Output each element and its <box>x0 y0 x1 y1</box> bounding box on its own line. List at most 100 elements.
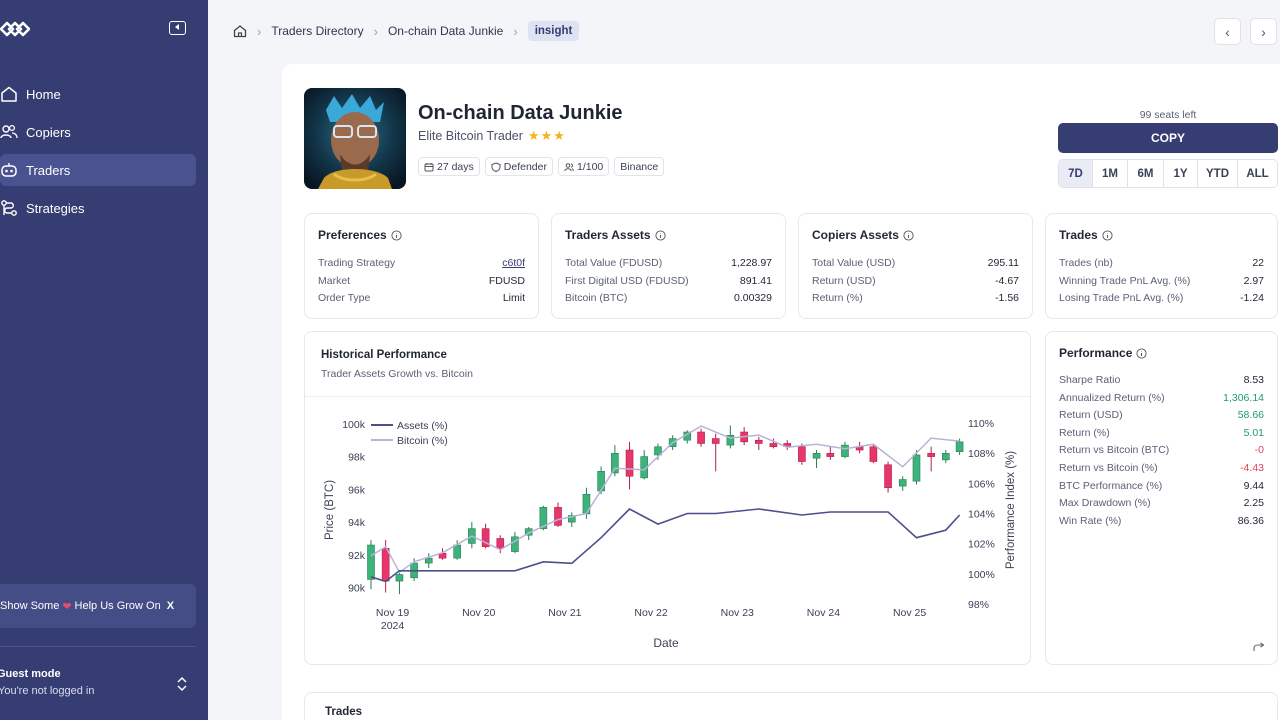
heart-icon: ❤ <box>62 600 72 613</box>
kv-row: Order Type Limit <box>318 292 525 304</box>
strategy-link[interactable]: c6t0f <box>502 257 525 269</box>
chevron-right-icon: › <box>1261 23 1266 40</box>
bitcoin-series-line <box>370 425 960 574</box>
style-badge: Defender <box>484 157 553 176</box>
x-tick-label: Nov 19 <box>376 607 409 619</box>
kv-key: Return (USD) <box>1059 409 1123 422</box>
x-tick-label: Nov 23 <box>721 607 754 619</box>
kv-value: 22 <box>1252 257 1264 269</box>
home-icon[interactable] <box>233 24 247 38</box>
days-badge-label: 27 days <box>437 160 474 173</box>
support-banner-text-2: Help Us Grow On <box>74 600 161 612</box>
kv-row: Losing Trade PnL Avg. (%) -1.24 <box>1059 292 1264 304</box>
kv-value: 2.25 <box>1243 497 1264 510</box>
kv-key: Return vs Bitcoin (BTC) <box>1059 444 1170 457</box>
kv-row: Win Rate (%) 86.36 <box>1059 515 1264 527</box>
kv-value: Limit <box>502 292 525 304</box>
period-ytd[interactable]: YTD <box>1198 160 1238 187</box>
kv-value: 86.36 <box>1237 514 1264 527</box>
account-menu[interactable]: Guest mode You're not logged in <box>0 668 196 697</box>
copy-button[interactable]: COPY <box>1058 123 1278 153</box>
info-icon[interactable] <box>903 229 914 241</box>
period-7d[interactable]: 7D <box>1059 160 1093 187</box>
kv-value: -1.56 <box>995 292 1019 304</box>
period-1m[interactable]: 1M <box>1093 160 1128 187</box>
info-icon[interactable] <box>655 229 666 241</box>
kv-key: Losing Trade PnL Avg. (%) <box>1059 292 1184 304</box>
kv-value: 0.00329 <box>734 292 772 304</box>
sidebar-item-home[interactable]: Home <box>0 78 196 110</box>
kv-key: Sharpe Ratio <box>1059 374 1121 386</box>
kv-value: 58.66 <box>1237 409 1264 422</box>
kv-row: First Digital USD (FDUSD) 891.41 <box>565 275 772 287</box>
y-right-tick-label: 104% <box>968 509 995 521</box>
kv-value: 5.01 <box>1243 426 1264 439</box>
y-left-tick-label: 96k <box>348 484 366 496</box>
kv-row: Total Value (FDUSD) 1,228.97 <box>565 257 772 269</box>
trades-stats-title: Trades <box>1059 228 1113 242</box>
info-icon[interactable] <box>391 229 402 241</box>
candle-body <box>912 454 921 482</box>
star-rating-icon: ★★★ <box>527 128 566 143</box>
performance-title: Performance <box>1059 346 1147 360</box>
support-banner[interactable]: Show Some ❤ Help Us Grow On X <box>0 584 196 628</box>
next-page-button[interactable]: › <box>1250 18 1277 45</box>
logo-icon[interactable] <box>0 20 30 38</box>
kv-key: Winning Trade PnL Avg. (%) <box>1059 275 1191 287</box>
kv-row: Market FDUSD <box>318 275 525 287</box>
kv-value: 9.44 <box>1243 479 1264 492</box>
collapse-sidebar-icon[interactable] <box>169 21 186 35</box>
share-icon[interactable] <box>1253 642 1265 652</box>
chevron-right-icon: › <box>257 23 262 39</box>
candle-body <box>798 446 806 462</box>
chevron-up-down-icon[interactable] <box>176 676 188 692</box>
kv-key: Total Value (USD) <box>812 257 896 269</box>
kv-row: Max Drawdown (%) 2.25 <box>1059 497 1264 509</box>
candle-body <box>841 444 849 457</box>
home-icon <box>1 86 17 102</box>
info-icon[interactable] <box>1136 347 1147 359</box>
candle-body <box>769 443 778 448</box>
period-6m[interactable]: 6M <box>1128 160 1164 187</box>
candle-body <box>654 446 662 456</box>
x-sub-tick-label: 2024 <box>381 620 405 632</box>
traders-assets-title-text: Traders Assets <box>565 228 651 242</box>
kv-row: Trades (nb) 22 <box>1059 257 1264 269</box>
period-all[interactable]: ALL <box>1238 160 1277 187</box>
kv-key: Trading Strategy <box>318 257 396 269</box>
copiers-badge: 1/100 <box>557 157 610 176</box>
kv-row: Return (USD) 58.66 <box>1059 409 1264 421</box>
period-1y[interactable]: 1Y <box>1164 160 1198 187</box>
support-banner-text: Show Some <box>0 600 60 612</box>
chevron-left-icon: ‹ <box>1225 23 1230 40</box>
candle-body <box>367 544 375 580</box>
kv-key: Return (%) <box>812 292 863 304</box>
breadcrumb-trader[interactable]: On-chain Data Junkie <box>387 24 504 38</box>
performance-chart[interactable]: 90k 92k 94k 96k 98k 100k 98% 100% 102% 104% 106% 10… <box>305 332 1032 666</box>
trader-subtitle: Elite Bitcoin Trader <box>418 129 523 143</box>
candle-body <box>697 431 705 444</box>
breadcrumb-traders-directory[interactable]: Traders Directory <box>271 24 364 38</box>
sidebar-item-strategies[interactable]: Strategies <box>0 192 196 224</box>
copiers-assets-title-text: Copiers Assets <box>812 228 899 242</box>
candle-body <box>381 548 390 582</box>
sidebar-item-label: Copiers <box>26 124 71 140</box>
y-right-tick-label: 100% <box>968 569 995 581</box>
sidebar-item-copiers[interactable]: Copiers <box>0 116 196 148</box>
performance-card: Performance Sharpe Ratio 8.53 Annualized R… <box>1045 331 1278 665</box>
guest-subtitle: You're not logged in <box>0 685 95 697</box>
kv-key: Return (USD) <box>812 275 876 287</box>
copiers-assets-card: Copiers Assets Total Value (USD) 295.11 R… <box>798 213 1033 319</box>
trades-stats-title-text: Trades <box>1059 228 1098 242</box>
trader-avatar <box>304 88 406 189</box>
kv-row: Bitcoin (BTC) 0.00329 <box>565 292 772 304</box>
candle-body <box>869 446 878 462</box>
kv-value: 1,306.14 <box>1223 391 1264 404</box>
sidebar-item-traders[interactable]: Traders <box>0 154 196 186</box>
previous-page-button[interactable]: ‹ <box>1214 18 1241 45</box>
seats-left: 99 seats left <box>1139 109 1197 121</box>
traders-assets-card: Traders Assets Total Value (FDUSD) 1,228.… <box>551 213 786 319</box>
info-icon[interactable] <box>1102 229 1113 241</box>
legend-bitcoin-label: Bitcoin (%) <box>397 435 448 447</box>
preferences-card: Preferences Trading Strategy c6t0f Market… <box>304 213 539 319</box>
